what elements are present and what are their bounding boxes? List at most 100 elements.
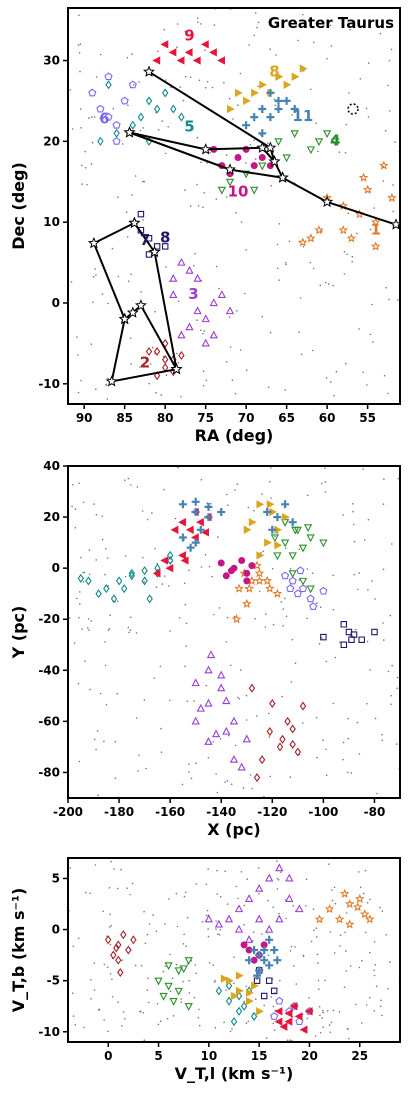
field-star-dot — [338, 1011, 341, 1013]
field-star-dot — [188, 771, 190, 773]
data-point — [153, 371, 161, 381]
data-point — [275, 72, 284, 81]
data-point — [162, 88, 169, 98]
field-star-dot — [315, 936, 318, 938]
field-star-dot — [171, 977, 174, 979]
data-point — [358, 172, 369, 182]
field-star-dot — [348, 92, 350, 94]
field-star-dot — [348, 1037, 350, 1040]
field-star-dot — [295, 983, 298, 985]
field-star-dot — [315, 927, 318, 929]
field-star-dot — [186, 916, 189, 919]
field-star-dot — [298, 331, 301, 334]
field-star-dot — [267, 954, 270, 957]
field-star-dot — [144, 942, 147, 945]
data-point — [137, 112, 145, 122]
data-point — [176, 56, 185, 65]
data-point — [274, 541, 283, 550]
constellation-star — [264, 141, 277, 153]
field-star-dot — [200, 329, 202, 332]
data-point — [145, 96, 153, 106]
x-axis-label: RA (deg) — [195, 426, 274, 445]
field-star-dot — [389, 614, 392, 617]
constellation-star — [276, 171, 289, 183]
field-star-dot — [319, 284, 322, 287]
field-star-dot — [72, 992, 74, 994]
field-star-dot — [305, 878, 308, 880]
field-star-dot — [373, 207, 376, 209]
field-star-dot — [230, 783, 233, 785]
group-label: 6 — [99, 110, 109, 128]
field-star-dot — [165, 374, 168, 377]
field-star-dot — [223, 1021, 225, 1024]
field-star-dot — [380, 999, 382, 1002]
data-point — [288, 552, 297, 561]
field-star-dot — [244, 292, 246, 295]
field-star-dot — [111, 996, 114, 998]
field-star-dot — [369, 997, 371, 999]
series-group-9 — [152, 40, 225, 65]
field-star-dot — [207, 935, 210, 938]
field-star-dot — [276, 877, 279, 880]
field-star-dot — [331, 899, 334, 902]
series-group-2 — [105, 930, 137, 978]
data-point — [260, 992, 268, 1000]
data-point — [250, 113, 259, 122]
constellation-star — [143, 65, 155, 77]
field-star-dot — [137, 770, 139, 772]
field-star-dot — [240, 669, 242, 671]
field-star-dot — [102, 910, 104, 913]
data-point — [242, 121, 251, 130]
field-star-dot — [261, 493, 263, 495]
data-point — [256, 551, 265, 560]
field-star-dot — [357, 588, 359, 591]
data-point — [196, 518, 204, 527]
data-point — [379, 160, 389, 170]
field-star-dot — [328, 863, 330, 865]
data-point — [282, 512, 290, 522]
field-star-dot — [243, 904, 246, 907]
series-group-2 — [248, 683, 307, 783]
field-star-dot — [110, 860, 112, 863]
field-star-dot — [285, 262, 287, 264]
data-point — [224, 914, 234, 923]
field-star-dot — [300, 353, 303, 356]
field-star-dot — [304, 20, 307, 23]
field-star-dot — [79, 70, 81, 73]
field-star-dot — [261, 933, 263, 935]
field-star-dot — [138, 754, 140, 756]
field-star-dot — [88, 573, 91, 576]
field-star-dot — [306, 568, 309, 570]
field-star-dot — [288, 240, 291, 243]
field-star-dot — [127, 477, 130, 480]
data-point — [204, 914, 213, 923]
field-star-dot — [78, 482, 80, 485]
data-point — [110, 950, 117, 960]
field-star-dot — [343, 273, 346, 275]
data-point — [129, 120, 136, 130]
field-star-dot — [275, 54, 277, 56]
field-star-dot — [90, 343, 93, 346]
data-point — [270, 987, 278, 995]
field-star-dot — [82, 571, 84, 574]
field-star-dot — [181, 783, 184, 786]
field-star-dot — [234, 392, 237, 395]
x-tick-label: -120 — [257, 805, 287, 819]
data-point — [242, 598, 252, 608]
field-star-dot — [74, 1024, 77, 1026]
field-star-dot — [358, 966, 361, 969]
field-star-dot — [107, 966, 109, 968]
data-point — [294, 1012, 303, 1021]
field-star-dot — [186, 700, 189, 703]
data-point — [225, 976, 234, 985]
field-star-dot — [245, 985, 247, 988]
data-point — [289, 724, 296, 734]
data-point — [274, 96, 283, 105]
field-star-dot — [297, 39, 299, 42]
field-star-dot — [132, 83, 135, 86]
data-point — [145, 346, 153, 357]
data-point — [290, 105, 299, 113]
field-star-dot — [268, 736, 271, 738]
data-point — [304, 1007, 313, 1016]
data-point — [285, 894, 294, 902]
